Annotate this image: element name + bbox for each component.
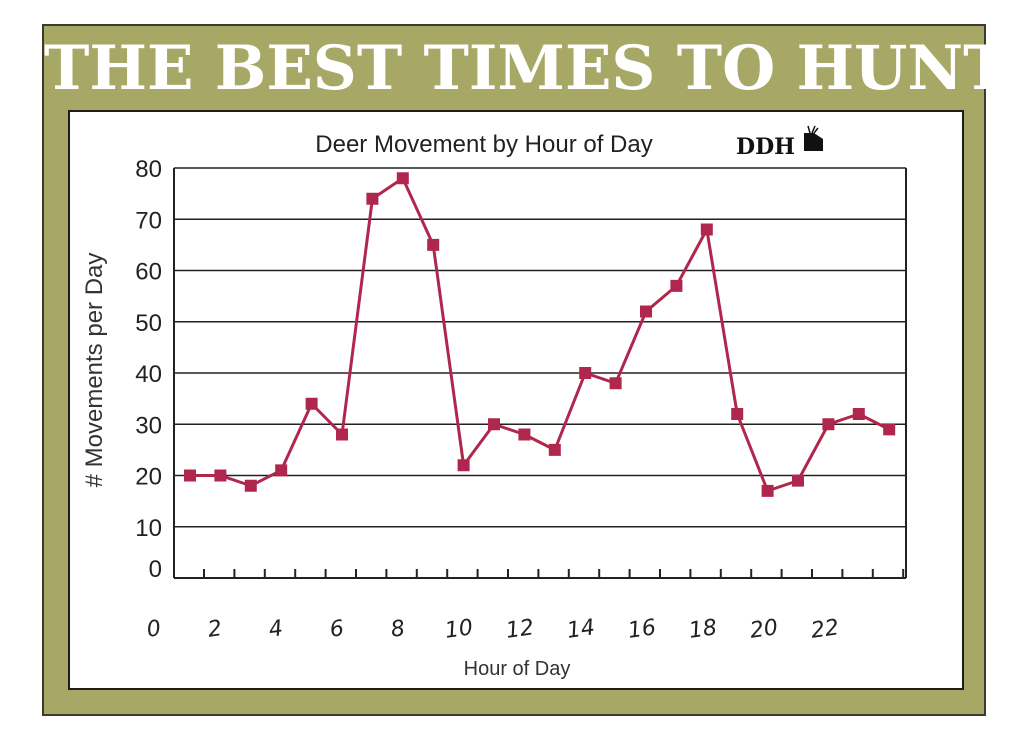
chart-panel: Deer Movement by Hour of Day DDH 0 10 20 30… xyxy=(68,110,964,690)
x-tick-label: 22 xyxy=(809,615,840,644)
data-point xyxy=(396,172,409,185)
y-tick-label: 50 xyxy=(135,310,162,337)
logo-text: DDH xyxy=(736,134,795,160)
data-point xyxy=(548,443,561,456)
data-point xyxy=(366,192,379,205)
y-tick-label: 80 xyxy=(135,156,162,183)
series-line xyxy=(190,176,890,493)
data-point xyxy=(275,464,288,477)
data-point xyxy=(852,408,865,420)
data-point xyxy=(792,474,804,487)
line-chart: Deer Movement by Hour of Day DDH 0102030… xyxy=(81,125,907,680)
data-point xyxy=(700,223,713,236)
data-point xyxy=(214,469,227,482)
data-point xyxy=(761,484,774,497)
y-tick-label: 20 xyxy=(135,464,162,491)
data-point xyxy=(244,479,257,492)
data-point xyxy=(822,418,835,431)
data-point xyxy=(731,408,744,420)
data-point xyxy=(427,238,440,251)
x-tick-label: 0 xyxy=(145,616,162,643)
y-axis-label: # Movements per Day xyxy=(81,253,108,488)
y-tick-label: 30 xyxy=(135,412,162,439)
y-tick-label: 0 xyxy=(149,556,162,583)
data-point xyxy=(305,397,318,410)
data-point xyxy=(640,305,652,318)
x-tick-label: 16 xyxy=(626,615,657,644)
data-point xyxy=(457,459,470,472)
x-tick-label: 12 xyxy=(504,615,535,644)
x-tick-label: 10 xyxy=(443,615,474,644)
x-axis-label: Hour of Day xyxy=(464,658,571,680)
data-point xyxy=(579,367,592,379)
y-tick-label: 70 xyxy=(135,207,162,234)
x-tick-label: 4 xyxy=(267,616,284,643)
y-tick-label: 60 xyxy=(135,259,162,286)
data-point xyxy=(670,279,683,292)
data-point xyxy=(184,469,196,482)
x-tick-label: 20 xyxy=(748,615,779,644)
x-tick-label: 8 xyxy=(389,616,406,643)
x-tick-label: 14 xyxy=(565,615,596,644)
x-tick-label: 2 xyxy=(206,616,223,643)
y-tick-label: 10 xyxy=(135,515,162,542)
data-point xyxy=(609,377,622,390)
y-tick-label: 40 xyxy=(135,361,162,388)
x-tick-label: 18 xyxy=(687,615,718,644)
page-title: THE BEST TIMES TO HUNT xyxy=(44,33,1009,104)
chart-title: Deer Movement by Hour of Day xyxy=(315,131,652,158)
ddh-logo: DDH xyxy=(736,125,823,160)
data-point xyxy=(518,428,531,441)
data-point xyxy=(883,423,896,436)
deer-icon xyxy=(804,125,823,151)
data-point xyxy=(488,418,500,431)
data-point xyxy=(336,428,348,441)
x-tick-label: 6 xyxy=(328,616,345,643)
